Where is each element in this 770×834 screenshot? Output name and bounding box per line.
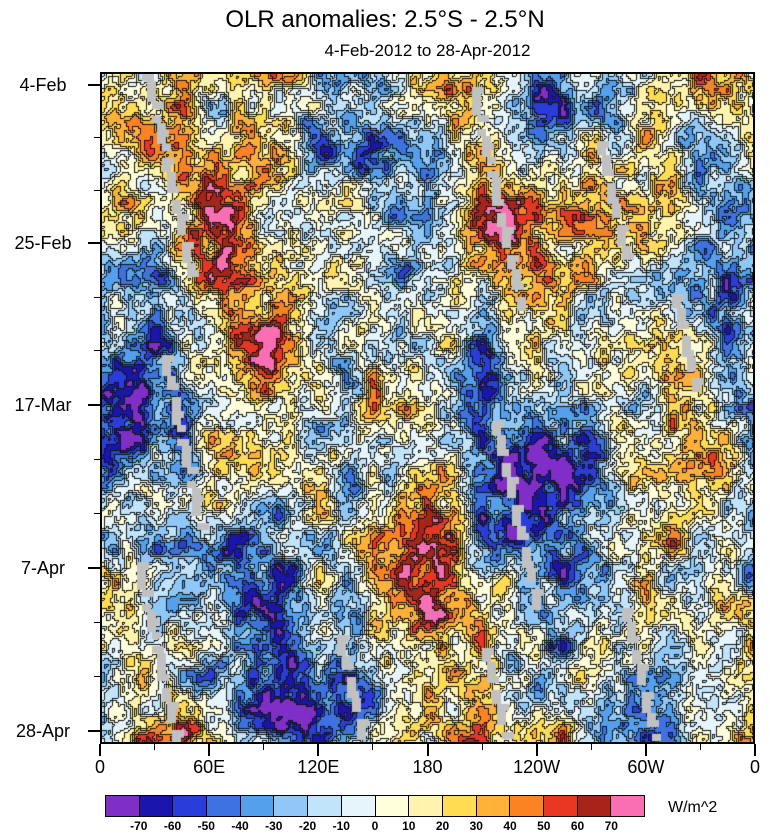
x-major-tick <box>644 744 647 756</box>
plot-area <box>100 72 755 744</box>
x-major-tick <box>208 744 211 756</box>
colorbar-cell <box>173 796 208 816</box>
colorbar-tick-label: 60 <box>570 819 585 833</box>
y-minor-tick <box>94 513 100 515</box>
x-axis-ticks <box>99 744 756 756</box>
colorbar-cell <box>510 796 544 816</box>
x-minor-tick <box>263 744 265 750</box>
x-major-tick <box>754 744 756 756</box>
chart-subtitle: 4-Feb-2012 to 28-Apr-2012 <box>324 41 531 60</box>
colorbar-tick-label: 70 <box>604 819 618 833</box>
x-minor-tick <box>154 744 156 750</box>
colorbar-tick-label: -50 <box>197 819 215 833</box>
x-axis-labels: 0 60E 120E 180 120W 60W 0 <box>95 757 760 781</box>
hovmoller-field-canvas <box>102 74 753 742</box>
y-tick-label: 28-Apr <box>15 721 71 742</box>
x-major-tick <box>317 744 320 756</box>
colorbar-tick-label: -40 <box>231 819 249 833</box>
x-minor-tick <box>590 744 592 750</box>
x-tick-label: 120E <box>297 757 340 777</box>
colorbar-labels: -70 -60 -50 -40 -30 -20 -10 0 10 20 30 40 50 60 70 <box>105 819 645 834</box>
y-minor-tick <box>94 137 100 139</box>
chart-title: OLR anomalies: 2.5°S - 2.5°N <box>225 6 545 33</box>
y-axis-ticks <box>88 72 100 744</box>
colorbar <box>105 795 645 817</box>
y-major-tick <box>88 403 100 406</box>
colorbar-cell <box>308 796 342 816</box>
x-tick-label: 0 <box>94 757 106 777</box>
x-major-tick <box>426 744 429 756</box>
colorbar-tick-label: 50 <box>537 819 551 833</box>
colorbar-tick-label: 30 <box>469 819 483 833</box>
x-major-tick <box>535 744 538 756</box>
y-major-tick <box>88 242 100 245</box>
colorbar-tick-label: -30 <box>265 819 283 833</box>
y-major-tick <box>88 83 100 86</box>
x-minor-tick <box>699 744 701 750</box>
colorbar-cell <box>106 796 140 816</box>
colorbar-cell <box>442 796 477 816</box>
colorbar-cell <box>341 796 376 816</box>
y-tick-label: 7-Apr <box>20 558 65 578</box>
colorbar-cell <box>577 796 612 816</box>
colorbar-cell <box>139 796 174 816</box>
colorbar-tick-label: -60 <box>163 819 182 833</box>
colorbar-cell <box>476 796 511 816</box>
x-tick-label: 180 <box>412 757 443 777</box>
x-tick-label: 120W <box>513 757 561 777</box>
y-minor-tick <box>94 621 100 623</box>
y-tick-label: 4-Feb <box>19 74 67 95</box>
colorbar-cell <box>611 796 644 816</box>
colorbar-tick-label: -10 <box>332 819 350 833</box>
y-minor-tick <box>94 458 100 460</box>
colorbar-cell <box>543 796 578 816</box>
x-tick-label: 60W <box>627 757 665 777</box>
colorbar-cell <box>375 796 410 816</box>
colorbar-tick-label: 0 <box>371 819 379 833</box>
y-minor-tick <box>94 350 100 352</box>
y-major-tick <box>88 567 100 569</box>
y-major-tick <box>88 730 100 733</box>
y-tick-label: 17-Mar <box>14 394 72 415</box>
colorbar-tick-label: 40 <box>503 819 517 833</box>
colorbar-cell <box>207 796 241 816</box>
colorbar-tick-label: -70 <box>130 819 148 833</box>
y-minor-tick <box>94 189 100 191</box>
colorbar-cell <box>240 796 275 816</box>
y-axis-labels: 4-Feb 25-Feb 17-Mar 7-Apr 28-Apr <box>0 72 86 744</box>
x-minor-tick <box>372 744 374 750</box>
y-minor-tick <box>94 676 100 678</box>
colorbar-tick-label: 20 <box>435 819 450 833</box>
x-major-tick <box>99 744 101 756</box>
y-minor-tick <box>94 296 100 298</box>
x-minor-tick <box>481 744 483 750</box>
colorbar-tick-label: -20 <box>298 819 317 833</box>
x-tick-label: 0 <box>749 757 761 777</box>
y-tick-label: 25-Feb <box>14 233 72 254</box>
colorbar-cell <box>274 796 309 816</box>
colorbar-cell <box>409 796 443 816</box>
colorbar-tick-label: 10 <box>402 819 416 833</box>
x-tick-label: 60E <box>193 757 226 777</box>
colorbar-units-label: W/m^2 <box>668 799 718 816</box>
